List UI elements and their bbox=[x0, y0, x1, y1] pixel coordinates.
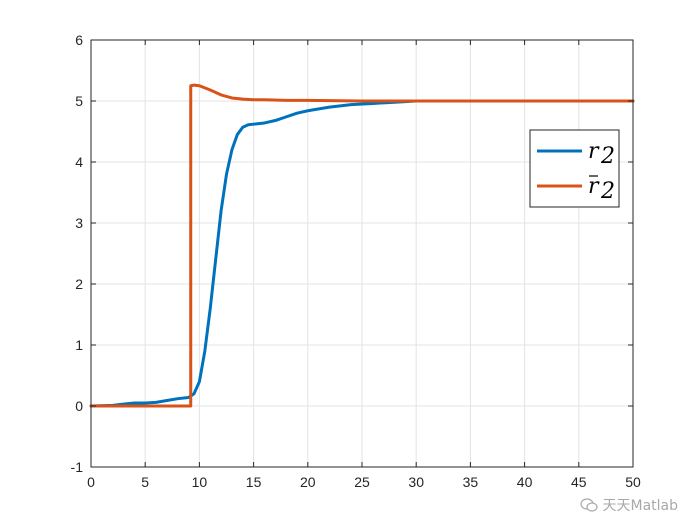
y-tick-label: 6 bbox=[75, 32, 83, 48]
y-tick-label: 5 bbox=[75, 93, 83, 109]
y-tick-label: -1 bbox=[71, 459, 84, 475]
x-tick-label: 40 bbox=[517, 474, 533, 490]
y-tick-label: 3 bbox=[75, 215, 83, 231]
x-tick-label: 35 bbox=[463, 474, 479, 490]
svg-text:2: 2 bbox=[600, 179, 615, 204]
svg-text:r: r bbox=[588, 139, 600, 164]
x-tick-label: 20 bbox=[300, 474, 316, 490]
y-tick-label: 0 bbox=[75, 398, 83, 414]
series-line-1 bbox=[89, 83, 635, 408]
x-tick-label: 15 bbox=[246, 474, 262, 490]
x-tick-label: 10 bbox=[192, 474, 208, 490]
x-tick-label: 0 bbox=[87, 474, 95, 490]
series-group bbox=[89, 83, 635, 408]
legend: r 2 r 2 bbox=[529, 129, 620, 208]
x-tick-label: 5 bbox=[141, 474, 149, 490]
watermark: 天天Matlab bbox=[580, 495, 678, 515]
y-tick-label: 2 bbox=[75, 276, 83, 292]
watermark-text: 天天Matlab bbox=[602, 498, 678, 514]
wechat-icon bbox=[580, 498, 599, 512]
legend-box bbox=[529, 129, 620, 208]
svg-text:r: r bbox=[588, 174, 600, 199]
y-tick-label: 1 bbox=[75, 337, 83, 353]
y-tick-label: 4 bbox=[75, 154, 83, 170]
x-tick-label: 30 bbox=[408, 474, 424, 490]
x-tick-label: 25 bbox=[354, 474, 370, 490]
x-tick-label: 50 bbox=[625, 474, 641, 490]
legend-label-rbar2: r 2 bbox=[588, 174, 615, 204]
legend-label-r2: r 2 bbox=[588, 139, 615, 169]
svg-text:2: 2 bbox=[600, 144, 615, 169]
x-tick-label: 45 bbox=[571, 474, 587, 490]
series-line-0 bbox=[89, 99, 635, 408]
